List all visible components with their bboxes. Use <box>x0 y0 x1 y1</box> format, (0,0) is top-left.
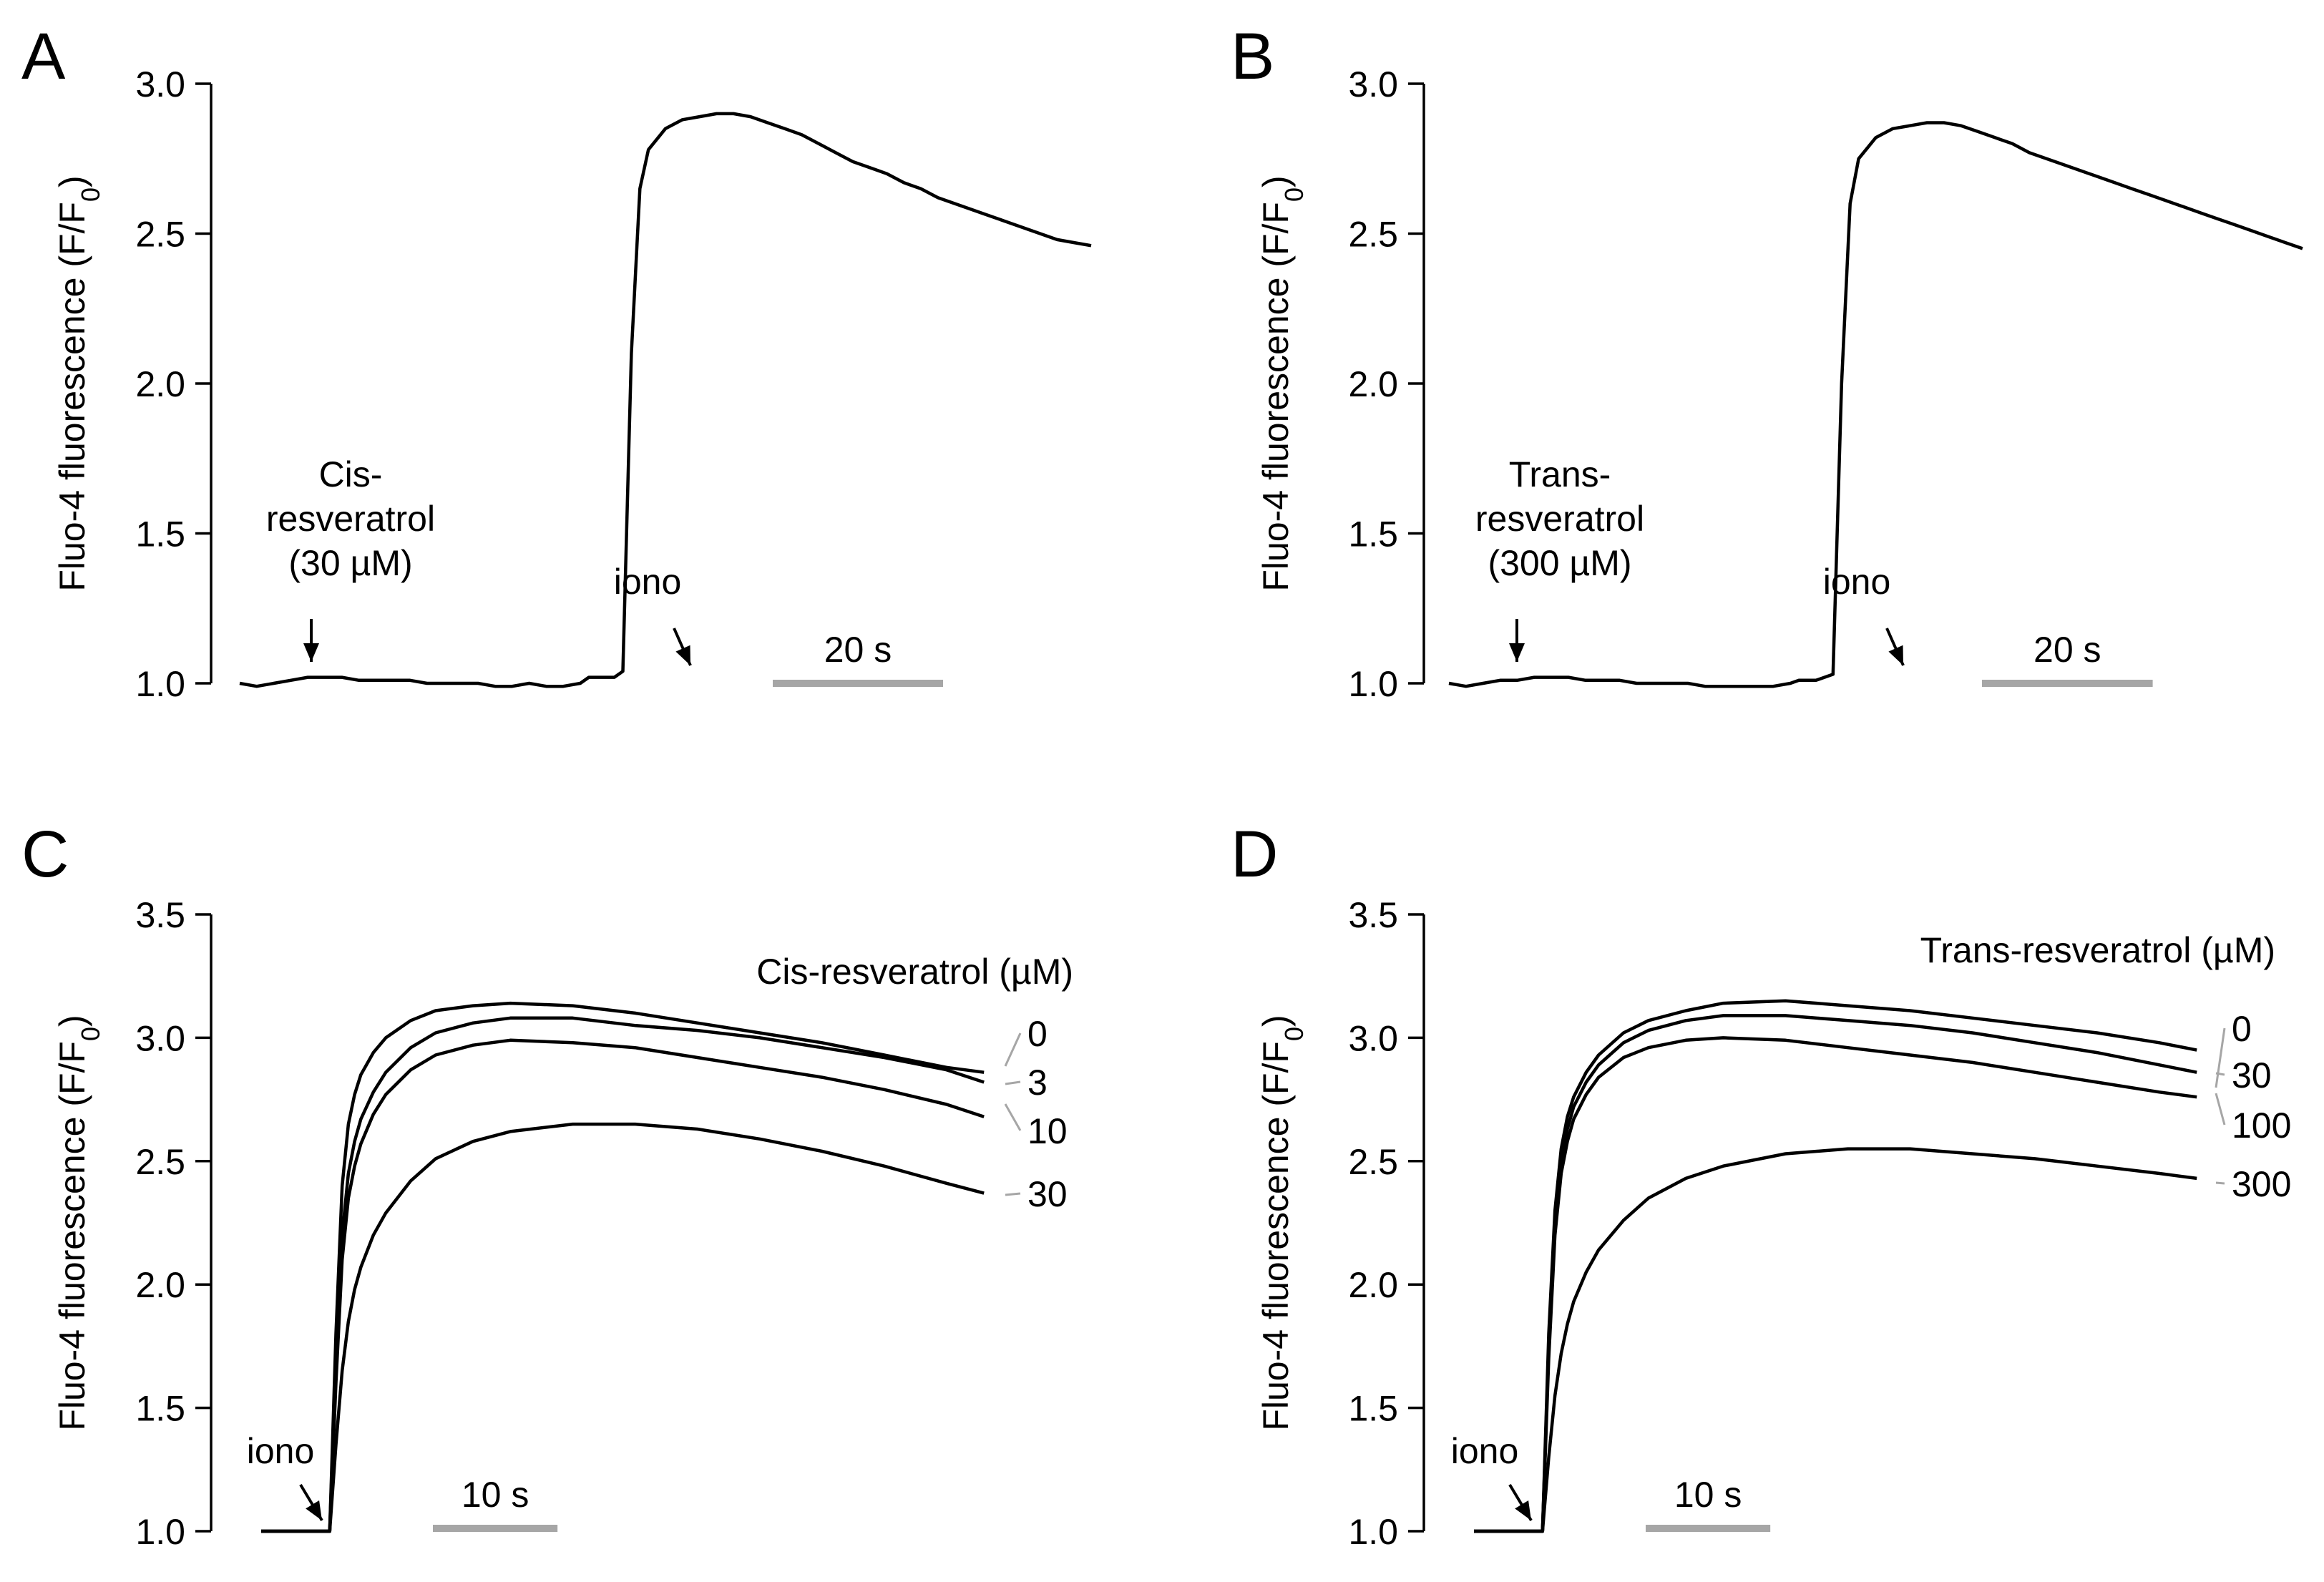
y-axis-label: Fluo-4 fluorescence (F/F0) <box>52 1015 105 1430</box>
series-label: 300 <box>2232 1164 2291 1204</box>
series-label-leader <box>2215 1072 2225 1076</box>
y-tick-label: 3.0 <box>1348 1018 1398 1058</box>
y-tick-label: 2.5 <box>1348 1142 1398 1182</box>
y-tick-label: 3.5 <box>1348 895 1398 935</box>
annotation-text: iono <box>1451 1431 1519 1471</box>
y-axis-label-subscript: 0 <box>1279 1027 1309 1041</box>
y-tick-label: 2.5 <box>135 215 185 255</box>
y-tick-label: 1.5 <box>1348 514 1398 555</box>
y-axis-label: Fluo-4 fluorescence (F/F0) <box>1256 1015 1309 1430</box>
trace-line <box>1448 121 2303 688</box>
series-label-leader <box>1004 1103 1022 1131</box>
y-tick-label: 2.0 <box>1348 1265 1398 1305</box>
annotation-arrow-head <box>675 645 690 665</box>
annotation-arrow-head <box>1509 643 1525 662</box>
time-scale-label: 20 s <box>824 630 892 670</box>
annotation-arrow-head <box>303 643 319 662</box>
annotation-text: iono <box>1823 562 1891 602</box>
y-tick-label: 2.0 <box>1348 364 1398 404</box>
time-scale-label: 20 s <box>2034 630 2101 670</box>
trace-line-300 <box>1474 1147 2197 1533</box>
y-axis-label-main: Fluo-4 fluorescence (F/F <box>52 202 92 592</box>
annotation-text: iono <box>247 1431 315 1471</box>
y-tick-label: 1.0 <box>135 664 185 704</box>
annotation-text: resveratrol <box>266 499 435 539</box>
series-label-leader <box>1005 1192 1021 1196</box>
y-axis-label-main: Fluo-4 fluorescence (F/F <box>52 1041 92 1431</box>
trace-line-100 <box>1474 1036 2197 1533</box>
y-axis-label-main: Fluo-4 fluorescence (F/F <box>1256 1041 1296 1431</box>
y-axis-label-subscript: 0 <box>76 187 105 202</box>
y-tick-label: 1.5 <box>135 514 185 555</box>
y-tick-label: 1.0 <box>1348 664 1398 704</box>
y-tick-label: 1.0 <box>135 1512 185 1552</box>
annotation-text: Trans- <box>1509 454 1611 494</box>
series-label-leader <box>1004 1032 1022 1067</box>
series-label: 30 <box>2232 1055 2272 1095</box>
panel-c: C 1.0 1.5 2.0 2.5 3.0 3.5 Fluo-4 fluorescence (… <box>21 818 1073 1552</box>
legend-title: Trans-resveratrol (µM) <box>1920 930 2275 970</box>
y-tick-label: 3.0 <box>1348 64 1398 104</box>
trace-line-0 <box>261 1001 985 1533</box>
y-tick-label: 1.5 <box>1348 1389 1398 1429</box>
y-tick-label: 3.0 <box>135 64 185 104</box>
annotation-text: iono <box>614 562 682 602</box>
annotation-arrow-head <box>306 1500 322 1520</box>
series-label: 3 <box>1027 1063 1048 1103</box>
series-label: 10 <box>1027 1111 1068 1151</box>
series-label: 0 <box>1027 1014 1048 1054</box>
y-axis-label-end: ) <box>52 1015 92 1027</box>
annotation-text: (30 µM) <box>288 543 412 583</box>
panel-letter: A <box>21 20 66 93</box>
y-tick-label: 1.5 <box>135 1389 185 1429</box>
panel-letter: C <box>21 818 69 891</box>
trace-line-3 <box>261 1016 985 1533</box>
y-axis-label: Fluo-4 fluorescence (F/F0) <box>52 175 105 591</box>
panel-b: B 1.0 1.5 2.0 2.5 3.0 Fluo-4 fluorescence (F/F… <box>1231 20 2303 704</box>
annotation-text: Cis- <box>319 454 383 494</box>
panel-d: D 1.0 1.5 2.0 2.5 3.0 3.5 Fluo-4 fluorescence (… <box>1231 818 2291 1552</box>
series-label-leader <box>1005 1080 1021 1085</box>
y-axis-label-end: ) <box>1256 1015 1296 1027</box>
series-label: 0 <box>2232 1009 2252 1049</box>
y-axis-label-subscript: 0 <box>1279 187 1309 202</box>
series-label: 30 <box>1027 1174 1068 1214</box>
y-tick-label: 2.0 <box>135 364 185 404</box>
y-axis-label: Fluo-4 fluorescence (F/F0) <box>1256 175 1309 591</box>
panel-a: A 1.0 1.5 2.0 2.5 3.0 Fluo-4 fluorescence (F/F… <box>21 20 1092 704</box>
y-axis-label-subscript: 0 <box>76 1027 105 1041</box>
series-label-leader <box>2215 1027 2226 1088</box>
y-tick-label: 2.5 <box>1348 215 1398 255</box>
time-scale-label: 10 s <box>462 1475 529 1515</box>
annotation-arrow-head <box>1888 645 1903 665</box>
panel-letter: B <box>1231 20 1274 93</box>
trace-line-30 <box>1474 1014 2197 1533</box>
legend-title: Cis-resveratrol (µM) <box>756 952 1073 992</box>
y-tick-label: 2.0 <box>135 1265 185 1305</box>
y-tick-label: 1.0 <box>1348 1512 1398 1552</box>
annotation-text: resveratrol <box>1475 499 1644 539</box>
series-label-leader <box>2215 1093 2226 1126</box>
y-axis-label-end: ) <box>52 175 92 187</box>
annotation-arrow-head <box>1515 1500 1531 1520</box>
y-axis-label-main: Fluo-4 fluorescence (F/F <box>1256 202 1296 592</box>
trace-line-30 <box>261 1122 985 1533</box>
y-tick-label: 3.0 <box>135 1018 185 1058</box>
y-tick-label: 3.5 <box>135 895 185 935</box>
series-label: 100 <box>2232 1105 2291 1146</box>
y-tick-label: 2.5 <box>135 1142 185 1182</box>
annotation-text: (300 µM) <box>1488 543 1631 583</box>
panel-letter: D <box>1231 818 1278 891</box>
y-axis-label-end: ) <box>1256 175 1296 187</box>
trace-line-10 <box>261 1038 985 1533</box>
trace-line <box>239 112 1092 688</box>
time-scale-label: 10 s <box>1674 1475 1742 1515</box>
